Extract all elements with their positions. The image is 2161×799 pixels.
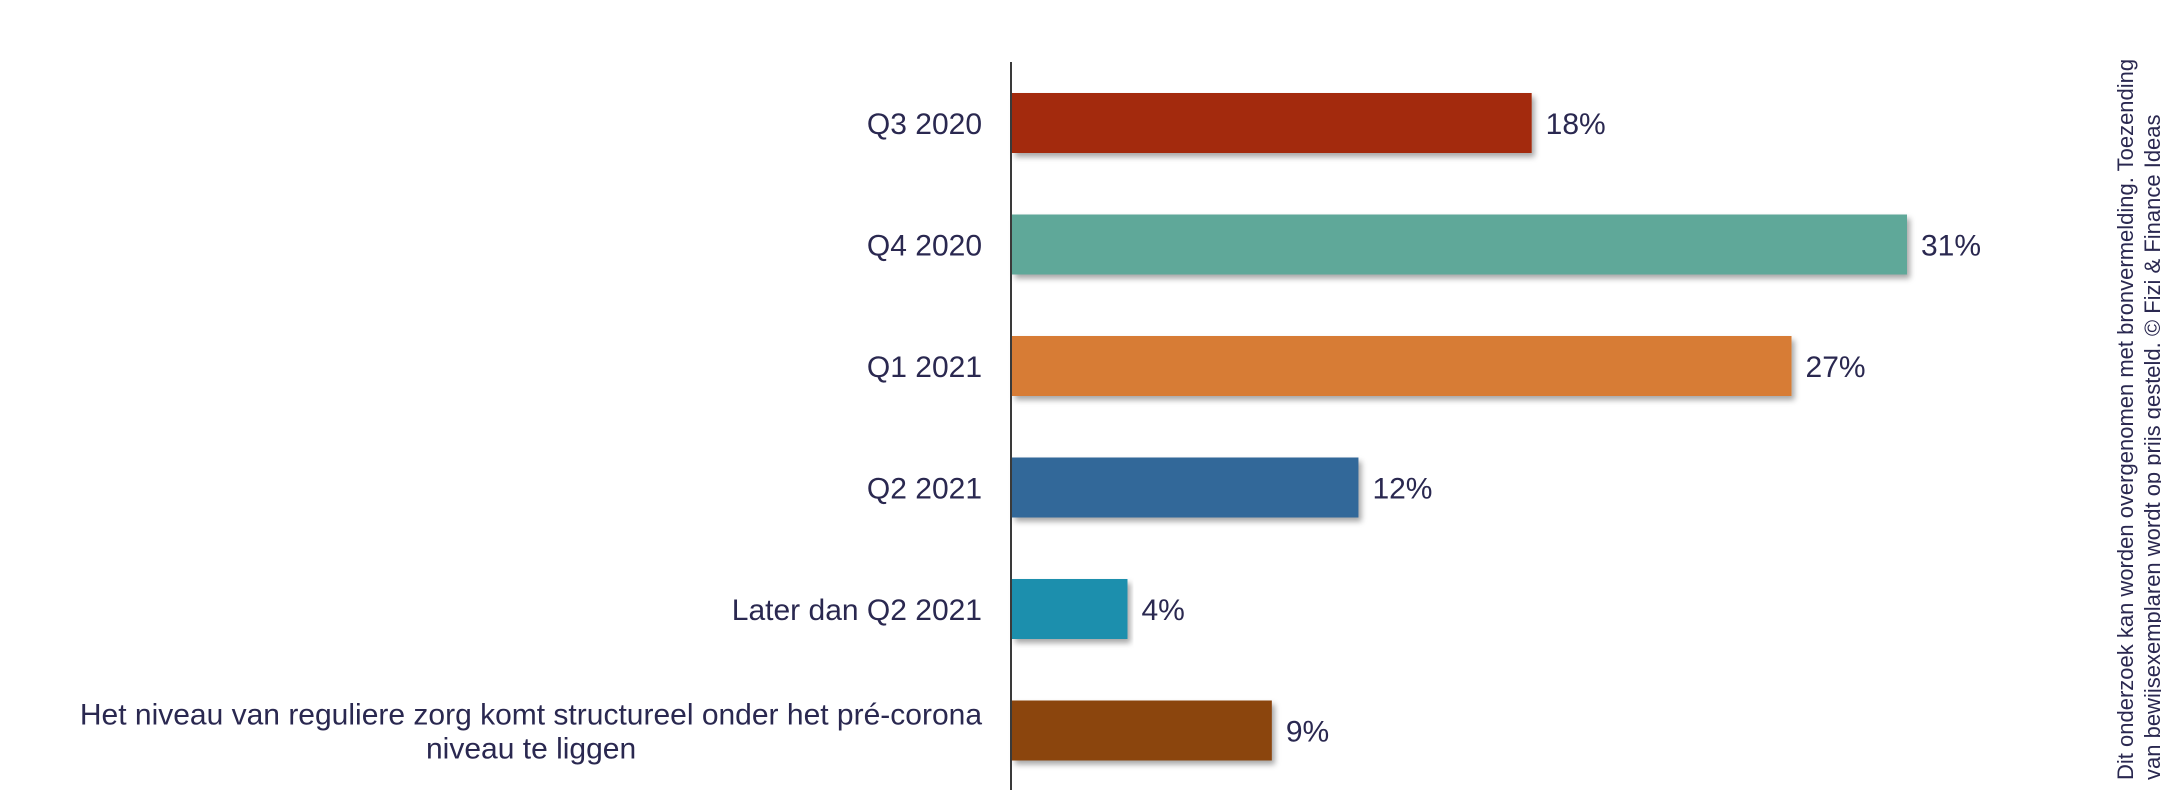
category-label-1: Q3 2020: [867, 108, 982, 141]
category-label-3: Q1 2021: [867, 351, 982, 384]
category-label-6-line-2: niveau te liggen: [426, 733, 636, 766]
bar-3: [1012, 336, 1792, 396]
bar-2: [1012, 214, 1907, 275]
value-label-1: 18%: [1546, 108, 1606, 141]
copyright-line-2: van bewijsexemplaren wordt op prijs gest…: [2140, 114, 2161, 780]
value-label-3: 27%: [1806, 351, 1866, 384]
bars-layer: [1012, 93, 1907, 761]
value-label-5: 4%: [1141, 594, 1184, 627]
category-label-5: Later dan Q2 2021: [732, 594, 982, 627]
category-label-6: Het niveau van reguliere zorg komt struc…: [80, 699, 982, 766]
value-label-4: 12%: [1372, 473, 1432, 506]
category-label-2: Q4 2020: [867, 230, 982, 263]
category-label-4: Q2 2021: [867, 473, 982, 506]
copyright-notice: Dit onderzoek kan worden overgenomen met…: [2112, 0, 2161, 780]
labels-layer: 18% Q3 2020 31% Q4 2020 27% Q1 2021 12% Q2 2021…: [80, 108, 1981, 766]
copyright-line-1: Dit onderzoek kan worden overgenomen met…: [2113, 58, 2138, 780]
category-label-6-line-1: Het niveau van reguliere zorg komt struc…: [80, 699, 982, 732]
bar-6: [1012, 700, 1272, 761]
bar-5: [1012, 579, 1128, 639]
value-label-6: 9%: [1286, 716, 1329, 749]
bar-1: [1012, 93, 1532, 153]
bar-4: [1012, 457, 1359, 518]
value-label-2: 31%: [1921, 230, 1981, 263]
